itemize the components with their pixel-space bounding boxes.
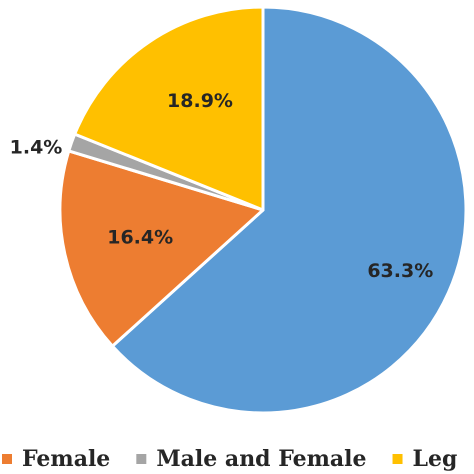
legend-label-3: Leg — [413, 446, 458, 472]
pie-slices — [58, 5, 468, 415]
legend: Female Male and Female Leg — [2, 446, 457, 472]
pie-slice-4 — [73, 5, 265, 212]
slice-labels: 63.3% 16.4% 1.4% 18.9% — [10, 90, 434, 282]
slice-label-4: 18.9% — [167, 90, 233, 112]
legend-swatch-2 — [136, 454, 147, 464]
pie-slice-1 — [110, 5, 468, 415]
legend-label-1: Female — [22, 446, 110, 472]
slice-label-2: 16.4% — [107, 227, 173, 249]
legend-swatch-3 — [392, 454, 403, 464]
slice-label-3: 1.4% — [10, 136, 63, 158]
legend-label-2: Male and Female — [156, 446, 366, 472]
legend-swatch-1 — [2, 454, 12, 464]
pie-slice-2 — [58, 149, 265, 348]
slice-label-1: 63.3% — [367, 260, 433, 282]
